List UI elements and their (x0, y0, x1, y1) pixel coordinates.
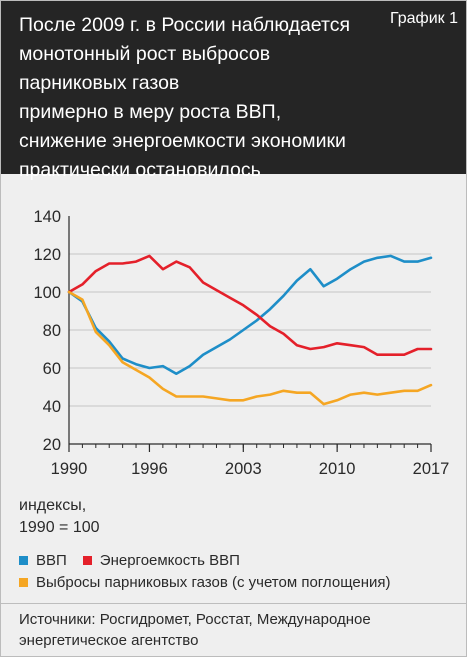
legend-item-gdp: ВВП (19, 552, 67, 569)
legend-row: ВВП Энергоемкость ВВП (19, 549, 459, 571)
title-line: примерно в меру роста ВВП, (19, 101, 282, 123)
legend-label-gdp: ВВП (36, 551, 67, 569)
chart-header: После 2009 г. в России наблюдается монот… (1, 1, 466, 181)
y-tick-label: 100 (33, 284, 61, 302)
y-tick-label: 20 (43, 436, 61, 454)
legend-swatch-gdp (19, 555, 28, 565)
legend-item-energy-intensity: Энергоемкость ВВП (82, 551, 240, 569)
y-tick-label: 40 (43, 398, 61, 416)
y-tick-label: 80 (43, 322, 61, 340)
legend-swatch-energy-intensity (82, 555, 92, 565)
legend-item-emissions: Выбросы парниковых газов (с учетом погло… (19, 574, 391, 591)
chart-title: После 2009 г. в России наблюдается монот… (19, 11, 379, 185)
x-tick-label: 1996 (131, 460, 168, 478)
legend-label-emissions: Выбросы парниковых газов (с учетом погло… (36, 573, 391, 591)
line-chart: 140 120 100 80 60 40 20 1990 1996 2003 2010 2017 (33, 208, 450, 478)
source-note: Источники: Росгидромет, Росстат, Междуна… (19, 609, 449, 651)
x-tick-label: 2017 (413, 460, 450, 478)
title-line: После 2009 г. в России наблюдается (19, 14, 351, 36)
chart-legend: ВВП Энергоемкость ВВП Выбросы парниковых… (19, 549, 459, 593)
y-tick-label: 120 (33, 246, 61, 264)
chart-number-badge: График 1 (389, 10, 458, 27)
legend-label-energy-intensity: Энергоемкость ВВП (99, 551, 240, 569)
source-divider (1, 603, 466, 604)
title-line: монотонный рост выбросов парниковых газо… (19, 43, 271, 94)
axis-units-note: индексы, 1990 = 100 (19, 495, 100, 539)
x-tick-label: 1990 (51, 460, 88, 478)
series-line-energy-intensity (67, 254, 433, 356)
title-line: практически остановилось (19, 159, 261, 181)
series-line-gdp (67, 254, 433, 375)
x-tick-label: 2003 (225, 460, 262, 478)
source-line: Источники: Росгидромет, Росстат, Междуна… (19, 611, 371, 628)
series-line-emissions (67, 290, 433, 406)
legend-swatch-emissions (19, 577, 28, 587)
units-line: 1990 = 100 (19, 519, 100, 536)
title-line: снижение энергоемкости экономики (19, 130, 346, 152)
y-tick-label: 140 (33, 208, 61, 226)
source-line: энергетическое агентство (19, 632, 199, 649)
y-tick-label: 60 (43, 360, 61, 378)
legend-row: Выбросы парниковых газов (с учетом погло… (19, 571, 459, 593)
x-tick-label: 2010 (319, 460, 356, 478)
units-line: индексы, (19, 497, 87, 514)
